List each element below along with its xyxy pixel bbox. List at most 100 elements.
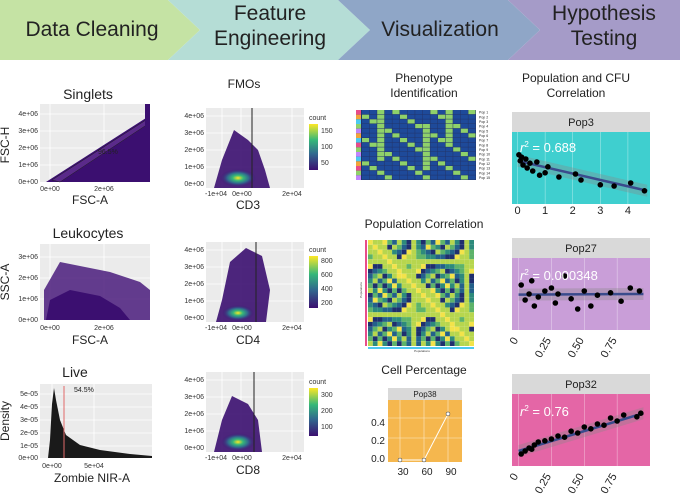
correlation-cell <box>372 341 378 346</box>
data-point <box>531 442 538 448</box>
x-tick-label: 0.75 <box>599 336 620 361</box>
x-tick-label: 2 <box>570 205 576 217</box>
phenotype-cell <box>415 161 423 166</box>
phenotype-cell <box>415 124 423 129</box>
correlation-cell <box>406 259 412 265</box>
phenotype-cell <box>430 119 438 124</box>
x-tick-label: 0.25 <box>533 472 554 497</box>
phenotype-cell <box>384 138 392 143</box>
live-ytick-1: 4e-05 <box>20 404 38 411</box>
correlation-cell <box>459 293 465 298</box>
phenotype-cell <box>377 152 385 157</box>
correlation-cell <box>411 278 417 284</box>
correlation-cell <box>411 326 417 332</box>
phenotype-side-color <box>356 128 361 134</box>
phenotype-cell <box>407 138 415 143</box>
stage-label-visualization: Visualization <box>381 18 499 41</box>
correlation-cell <box>368 264 373 269</box>
data-point <box>542 170 548 176</box>
correlation-cell <box>425 268 431 274</box>
correlation-cell <box>464 341 470 346</box>
regression-line <box>517 159 648 193</box>
phenotype-cell <box>430 138 438 143</box>
correlation-cell <box>459 244 465 250</box>
phenotype-cell <box>468 170 476 175</box>
phenotype-cell <box>369 128 377 133</box>
phenotype-cell <box>422 110 430 115</box>
correlation-cell <box>464 331 470 337</box>
correlation-cell <box>396 326 402 332</box>
correlation-cell <box>445 302 450 308</box>
phenotype-cell <box>384 133 392 138</box>
correlation-cell <box>382 293 388 298</box>
phenotype-cell <box>460 156 468 161</box>
correlation-cell <box>469 307 474 313</box>
correlation-col-color-bar <box>368 347 474 349</box>
correlation-cell <box>368 244 373 250</box>
correlation-cell <box>411 336 417 342</box>
fmo-cd4-legend-tick-0: 800 <box>321 258 333 265</box>
pop3-xticks: 0 1 2 3 4 <box>514 205 631 217</box>
phenotype-cell <box>468 110 476 115</box>
cell-pct-series <box>397 411 451 463</box>
phenotype-cell <box>468 142 476 147</box>
singlets-xtick-0: 0e+00 <box>40 186 60 193</box>
phenotype-row-label: Pop 4 <box>479 125 488 129</box>
correlation-cell <box>368 240 373 245</box>
correlation-cell <box>372 331 378 337</box>
phenotype-row-label: Pop 5 <box>479 129 488 133</box>
phenotype-cell <box>438 175 446 180</box>
data-point <box>555 291 561 297</box>
correlation-cell <box>416 326 421 332</box>
correlation-cell <box>392 341 397 346</box>
correlation-cell <box>421 240 426 245</box>
phenotype-cell <box>369 114 377 119</box>
data-point <box>641 188 648 194</box>
phenotype-title-line2: Identification <box>390 86 457 100</box>
correlation-cell <box>459 249 465 255</box>
data-point <box>518 282 524 288</box>
correlation-cell <box>449 288 455 293</box>
correlation-cell <box>416 312 421 318</box>
phenotype-row-label: Pop 13 <box>479 167 490 171</box>
correlation-cell <box>435 317 441 322</box>
pop27-strip-label: Pop27 <box>565 243 597 255</box>
correlation-cell <box>411 254 417 260</box>
correlation-cell <box>445 254 450 260</box>
phenotype-cell <box>468 166 476 171</box>
phenotype-cell <box>445 133 453 138</box>
correlation-cell <box>464 307 470 313</box>
phenotype-cell <box>369 133 377 138</box>
data-point <box>542 438 548 444</box>
correlation-cell <box>411 283 417 289</box>
phenotype-cell <box>369 124 377 129</box>
correlation-cell <box>377 307 383 313</box>
correlation-cell <box>445 288 450 293</box>
correlation-cell <box>401 268 407 274</box>
correlation-cell <box>377 283 383 289</box>
correlation-cell <box>469 317 474 322</box>
correlation-cell <box>425 240 431 245</box>
correlation-cell <box>392 244 397 250</box>
correlation-cell <box>440 268 446 274</box>
correlation-cell <box>454 307 460 313</box>
correlation-cell <box>445 249 450 255</box>
correlation-cell <box>425 307 431 313</box>
correlation-cell <box>435 273 441 279</box>
correlation-cell <box>449 336 455 342</box>
correlation-cell <box>449 307 455 313</box>
correlation-cell <box>406 268 412 274</box>
correlation-cell <box>406 341 412 346</box>
data-point <box>524 165 530 171</box>
correlation-cell <box>377 264 383 269</box>
correlation-cell <box>449 302 455 308</box>
correlation-cell <box>372 273 378 279</box>
correlation-cell <box>445 321 450 327</box>
correlation-cell <box>411 293 417 298</box>
correlation-cell <box>440 259 446 265</box>
phenotype-cell <box>384 166 392 171</box>
correlation-cell <box>416 336 421 342</box>
correlation-cell <box>387 273 393 279</box>
correlation-cell <box>469 302 474 308</box>
correlation-cell <box>392 240 397 245</box>
